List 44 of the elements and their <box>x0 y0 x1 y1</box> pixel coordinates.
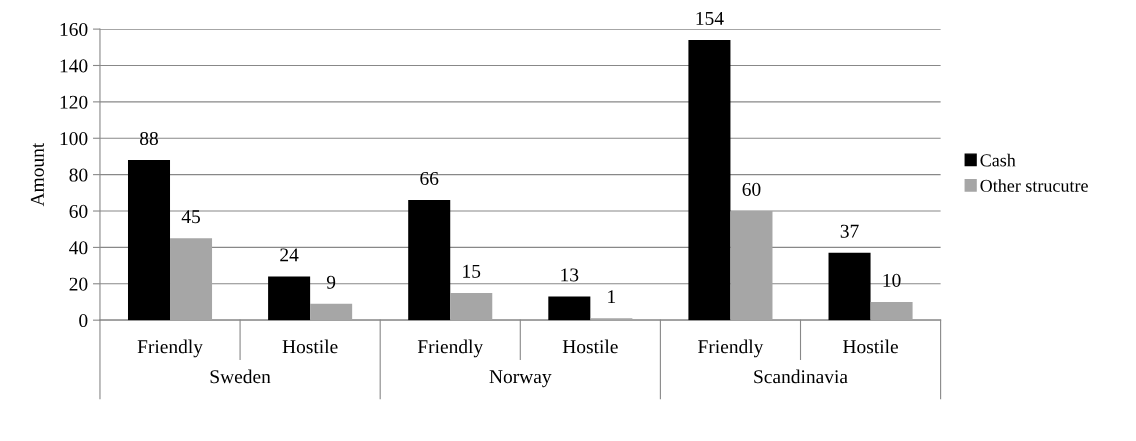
data-label: 60 <box>742 182 761 196</box>
bar <box>688 40 731 321</box>
text: Norway <box>489 370 552 388</box>
data-label: 37 <box>840 224 859 238</box>
x-tick-label: Friendly <box>137 339 203 358</box>
y-tick-label: 60 <box>69 204 88 218</box>
data-label: 10 <box>883 273 901 287</box>
text: Scandinavia <box>754 369 848 384</box>
bar <box>450 292 493 321</box>
x-tick-label: Hostile <box>843 339 898 354</box>
y-tick-label: 120 <box>60 95 88 109</box>
text: Sweden <box>210 369 271 384</box>
bar <box>408 200 451 321</box>
data-label: 88 <box>140 131 158 146</box>
legend-label: Other strucutre <box>980 179 1088 192</box>
legend-label: Cash <box>980 153 1016 167</box>
y-tick-label: 80 <box>69 168 88 182</box>
bar <box>870 301 913 321</box>
bar <box>268 276 311 321</box>
bar <box>127 160 171 321</box>
x-tick-label: Friendly <box>698 339 764 358</box>
y-tick-label: 100 <box>60 132 88 146</box>
y-tick-label: 40 <box>69 241 88 255</box>
bar <box>730 211 773 321</box>
y-tick-label: 20 <box>69 277 88 291</box>
data-label: 154 <box>696 11 724 25</box>
y-tick-label: 160 <box>60 22 88 37</box>
data-label: 45 <box>181 210 200 224</box>
y-tick-label: 0 <box>79 313 88 328</box>
bar <box>170 238 213 321</box>
x-tick-label: Hostile <box>282 339 338 354</box>
bar <box>548 296 591 321</box>
bar <box>828 252 871 321</box>
data-label: 66 <box>420 171 439 186</box>
y-tick-label: 140 <box>60 59 88 73</box>
data-label: 9 <box>326 275 336 289</box>
data-label: 1 <box>608 290 616 304</box>
x-tick-label: Friendly <box>417 339 484 358</box>
data-label: 13 <box>561 268 579 282</box>
data-label: 24 <box>280 248 299 262</box>
data-label: 15 <box>463 264 481 278</box>
x-tick-label: Hostile <box>562 339 618 354</box>
y-axis-title: Amount <box>30 142 44 207</box>
bar <box>310 303 353 321</box>
